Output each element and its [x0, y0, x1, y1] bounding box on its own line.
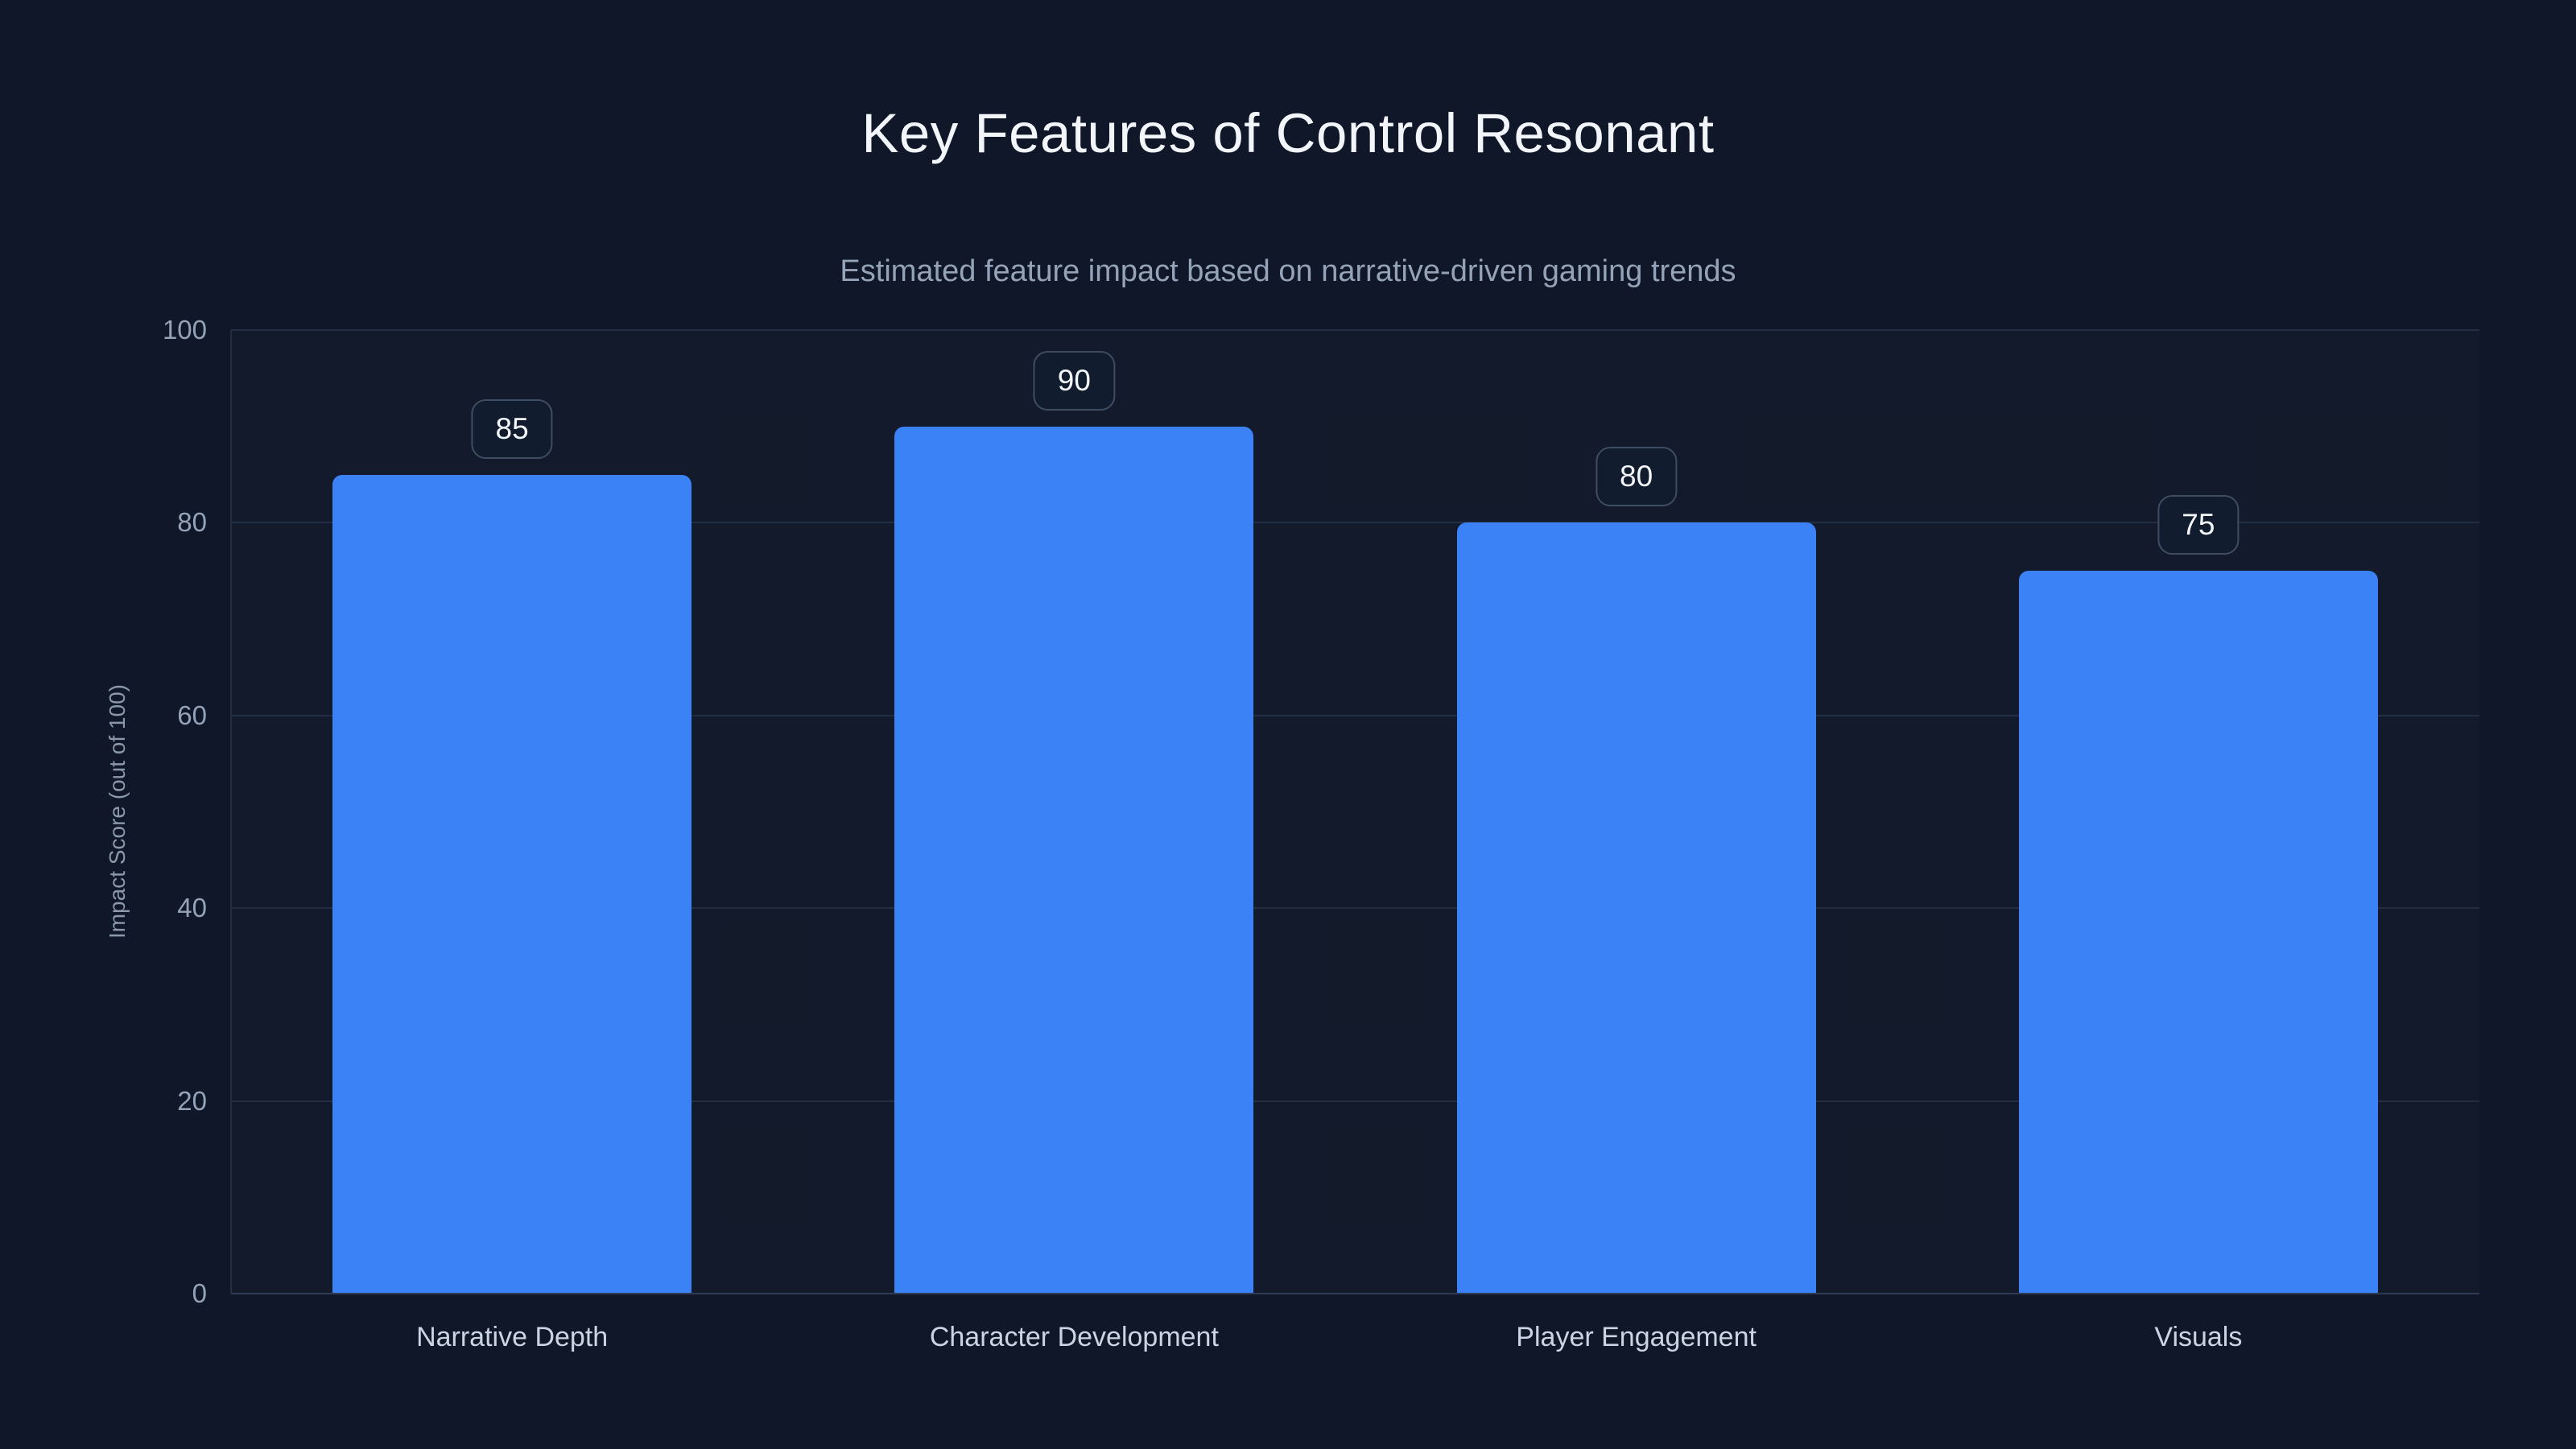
- y-tick-label-80: 80: [177, 507, 207, 538]
- value-badge-narrative-depth: 85: [471, 398, 553, 459]
- y-tick-label-20: 20: [177, 1085, 207, 1116]
- x-axis-label-character-development: Character Development: [929, 1322, 1219, 1352]
- y-tick-label-60: 60: [177, 700, 207, 730]
- gridline-20: [231, 1100, 2479, 1102]
- x-axis-label-narrative-depth: Narrative Depth: [416, 1322, 609, 1352]
- x-axis-label-player-engagement: Player Engagement: [1516, 1322, 1757, 1352]
- x-axis-label-visuals: Visuals: [2154, 1322, 2243, 1352]
- gridline-80: [231, 522, 2479, 524]
- value-badge-character-development: 90: [1033, 350, 1115, 411]
- bar-narrative-depth[interactable]: [332, 474, 692, 1294]
- chart-title: Key Features of Control Resonant: [861, 102, 1715, 164]
- bar-character-development[interactable]: [894, 426, 1254, 1294]
- x-axis-line: [231, 1293, 2479, 1294]
- chart-subtitle: Estimated feature impact based on narrat…: [840, 254, 1736, 288]
- bar-player-engagement[interactable]: [1456, 522, 1816, 1294]
- value-badge-player-engagement: 80: [1596, 447, 1678, 507]
- y-tick-label-0: 0: [192, 1278, 207, 1308]
- gridline-100: [231, 329, 2479, 331]
- gridline-60: [231, 714, 2479, 716]
- y-axis-line: [230, 330, 232, 1294]
- bar-visuals[interactable]: [2018, 571, 2378, 1294]
- gridline-40: [231, 907, 2479, 910]
- plot-area: [230, 329, 2479, 1294]
- y-tick-label-40: 40: [177, 893, 207, 923]
- value-badge-visuals: 75: [2157, 495, 2240, 555]
- y-tick-label-100: 100: [162, 315, 207, 345]
